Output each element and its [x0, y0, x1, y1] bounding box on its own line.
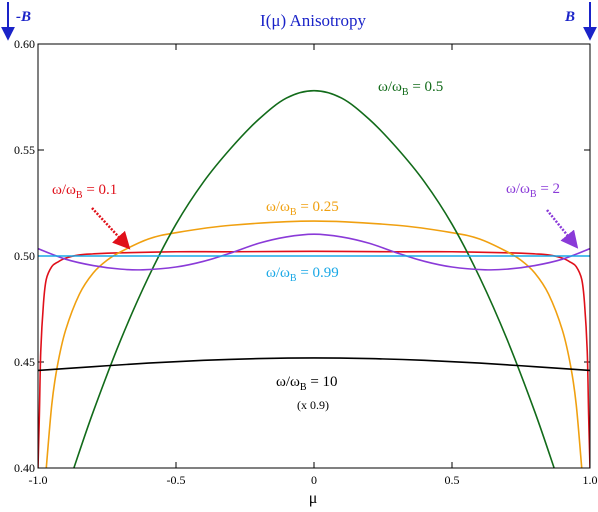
field-label-left: -B	[16, 9, 31, 25]
svg-text:ω/ωB = 10: ω/ωB = 10	[276, 374, 338, 393]
series-line-0.1	[38, 250, 590, 468]
label-0.5-sub: B	[402, 87, 409, 98]
chart-title: I(μ) Anisotropy	[260, 11, 366, 30]
series-line-0.25	[45, 220, 583, 468]
field-marker-left: -B	[1, 2, 31, 41]
x-tick-label: 0.5	[445, 473, 460, 487]
label-2-sub: B	[530, 189, 537, 200]
series-line-10	[38, 357, 590, 372]
y-tick-label: 0.50	[14, 249, 35, 263]
label-0.99-value: = 0.99	[297, 265, 339, 281]
label-0.25-value: = 0.25	[297, 199, 339, 215]
series-label-omega-0.25: ω/ωB = 0.25	[266, 199, 339, 218]
series-line-0.5	[73, 89, 555, 468]
label-10-main: ω/ω	[276, 374, 300, 390]
label-2-arrow	[546, 209, 579, 249]
label-0.1-arrow	[91, 207, 131, 250]
label-0.25-main: ω/ω	[266, 199, 290, 215]
label-0.1-main: ω/ω	[52, 182, 76, 198]
x-tick-label: 0	[311, 473, 317, 487]
label-0.25-sub: B	[290, 207, 297, 218]
svg-text:ω/ωB = 0.1: ω/ωB = 0.1	[52, 182, 117, 201]
x-tick-label: 1.0	[583, 473, 598, 487]
label-0.5-value: = 0.5	[409, 79, 444, 95]
svg-text:ω/ωB = 2: ω/ωB = 2	[506, 181, 560, 200]
x-axis-label: μ	[309, 490, 318, 507]
label-2-main: ω/ω	[506, 181, 530, 197]
label-2-value: = 2	[537, 181, 560, 197]
label-10-note: (x 0.9)	[297, 398, 329, 412]
svg-text:ω/ωB = 0.5: ω/ωB = 0.5	[378, 79, 443, 98]
series-label-omega-0.5: ω/ωB = 0.5	[378, 79, 443, 98]
label-0.1-sub: B	[76, 190, 83, 201]
series-label-omega-0.99: ω/ωB = 0.99	[266, 265, 339, 284]
series-label-omega-2: ω/ωB = 2	[506, 181, 579, 249]
field-marker-right: B	[564, 2, 597, 41]
field-label-right: B	[564, 9, 575, 25]
series-label-omega-10: ω/ωB = 10 (x 0.9)	[276, 374, 338, 412]
label-0.99-main: ω/ω	[266, 265, 290, 281]
label-0.5-main: ω/ω	[378, 79, 402, 95]
label-0.1-value: = 0.1	[83, 182, 118, 198]
label-10-sub: B	[300, 382, 307, 393]
y-tick-label: 0.45	[14, 355, 35, 369]
y-tick-label: 0.40	[14, 461, 35, 475]
svg-text:ω/ωB = 0.99: ω/ωB = 0.99	[266, 265, 339, 284]
series-line-2	[38, 233, 590, 271]
svg-text:ω/ωB = 0.25: ω/ωB = 0.25	[266, 199, 339, 218]
label-10-value: = 10	[307, 374, 338, 390]
series-label-omega-0.1: ω/ωB = 0.1	[52, 182, 131, 250]
y-tick-label: 0.60	[14, 37, 35, 51]
label-0.99-sub: B	[290, 273, 297, 284]
x-tick-label: -0.5	[167, 473, 186, 487]
y-tick-label: 0.55	[14, 143, 35, 157]
x-tick-label: -1.0	[29, 473, 48, 487]
series-lines	[38, 89, 590, 468]
axis-ticks: 0.40 0.45 0.50 0.55 0.60 -1.0 -0.5 0 0.5 1.0	[14, 37, 598, 487]
plot-frame	[37, 43, 591, 469]
